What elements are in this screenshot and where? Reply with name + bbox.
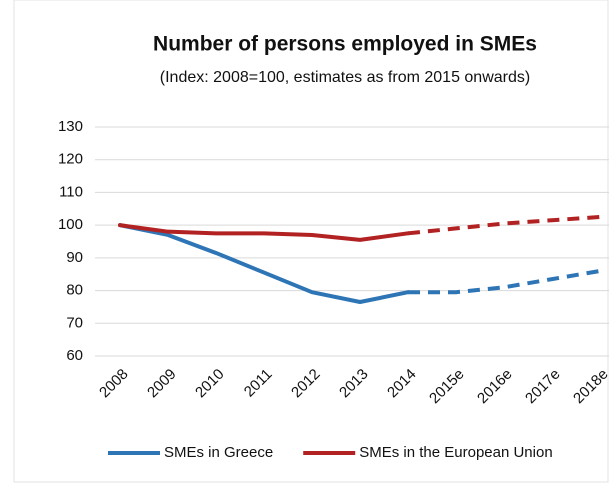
x-tick-label: 2010: [192, 366, 228, 402]
y-tick-label: 70: [66, 314, 83, 331]
y-tick-label: 130: [58, 118, 83, 135]
y-tick-label: 120: [58, 151, 83, 168]
series-line: [118, 223, 410, 242]
x-tick-label: 2009: [144, 366, 180, 402]
x-tick-label: 2012: [288, 366, 324, 402]
y-tick-label: 100: [58, 216, 83, 233]
x-tick-label: 2016e: [474, 366, 516, 408]
y-tick-label: 60: [66, 347, 83, 364]
y-tick-label: 80: [66, 282, 83, 299]
x-tick-label: 2017e: [522, 366, 564, 408]
y-tick-label: 90: [66, 249, 83, 266]
legend-label: SMEs in Greece: [164, 444, 273, 461]
series-line: [408, 268, 601, 295]
x-tick-label: 2014: [384, 366, 420, 402]
series-line: [407, 214, 601, 236]
x-tick-label: 2013: [336, 366, 372, 402]
legend-label: SMEs in the European Union: [359, 444, 552, 461]
series-line: [118, 223, 410, 305]
frame: [13, 0, 609, 483]
chart-subtitle: (Index: 2008=100, estimates as from 2015…: [160, 69, 530, 86]
chart-title: Number of persons employed in SMEs: [153, 33, 537, 56]
y-tick-label: 110: [59, 183, 83, 200]
x-tick-label: 2018e: [570, 366, 609, 408]
x-tick-label: 2008: [96, 366, 132, 402]
x-tick-label: 2011: [241, 366, 276, 401]
x-tick-label: 2015e: [426, 366, 468, 408]
